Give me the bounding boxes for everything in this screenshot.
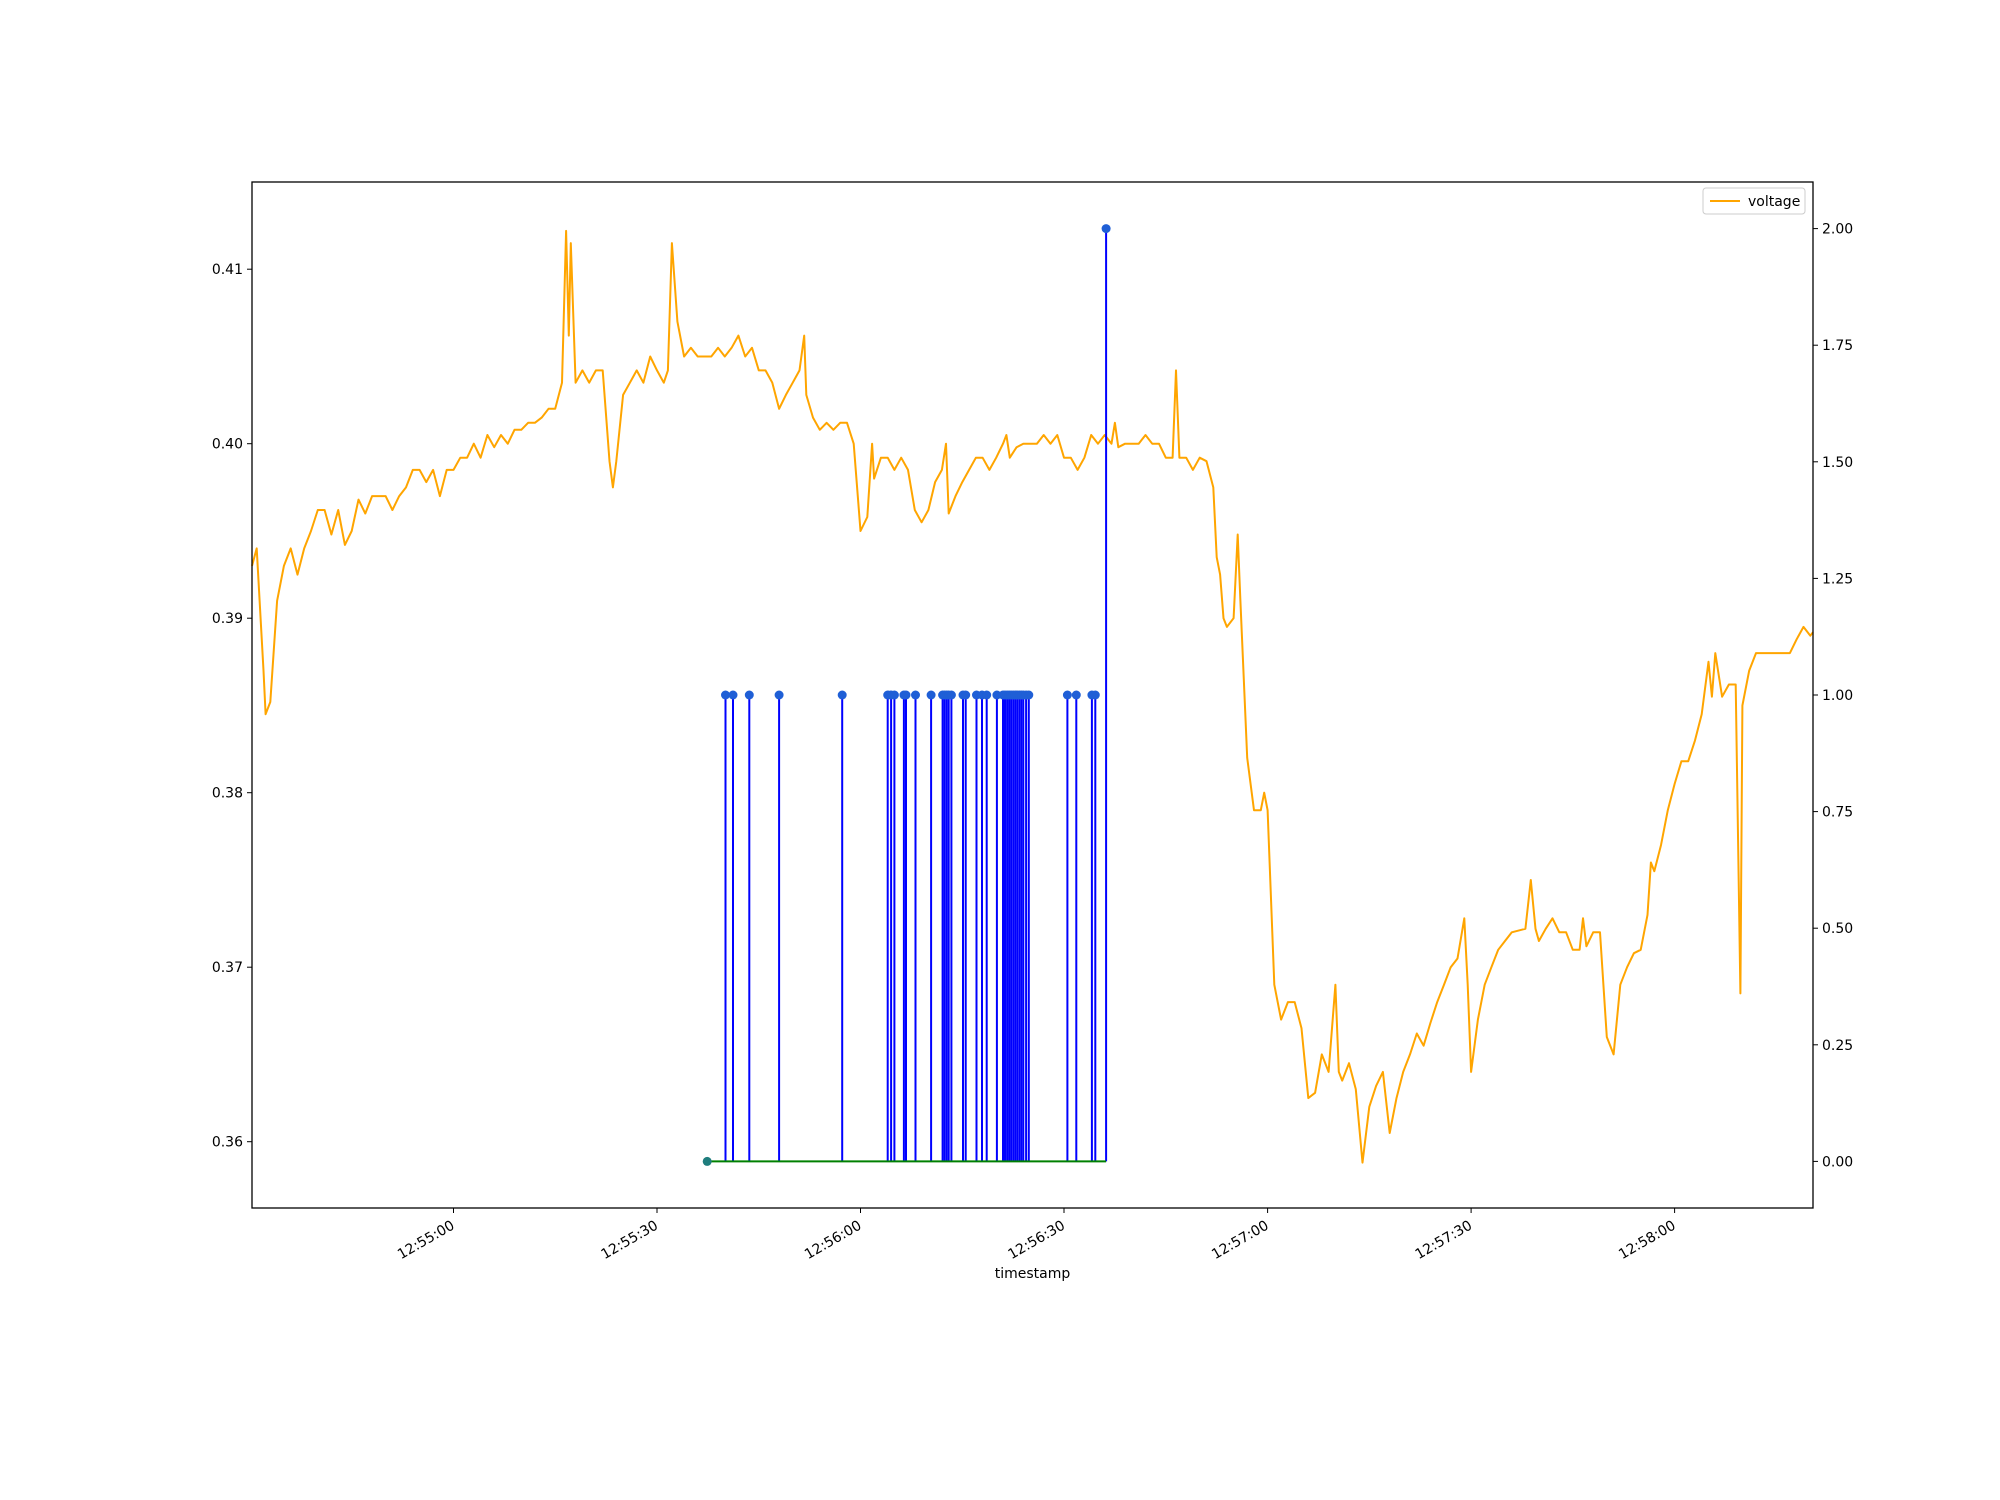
stem-marker — [911, 690, 920, 700]
right-y-tick-label: 0.25 — [1822, 1038, 1853, 1054]
stem-marker — [1062, 690, 1072, 700]
legend: voltage — [1702, 187, 1806, 215]
right-y-tick-label: 1.75 — [1822, 338, 1853, 354]
stem-marker — [837, 690, 847, 700]
axes-frame — [251, 181, 1814, 1209]
right-y-tick-label: 0.00 — [1822, 1154, 1853, 1170]
right-y-tick-label: 0.75 — [1822, 805, 1853, 821]
left-y-tick-label: 0.38 — [212, 786, 243, 802]
left-y-tick-label: 0.39 — [212, 611, 243, 627]
stem-marker — [1101, 224, 1111, 234]
legend-label-voltage: voltage — [1748, 194, 1800, 210]
stem-marker — [744, 690, 754, 700]
plot-area — [251, 224, 1814, 1166]
x-axis-label: timestamp — [995, 1266, 1071, 1282]
stem-marker — [1024, 690, 1034, 700]
stem-marker — [901, 690, 911, 700]
stem-marker — [961, 690, 971, 700]
left-y-tick-label: 0.41 — [212, 262, 243, 278]
legend-box — [1702, 187, 1806, 215]
stem-marker — [728, 690, 738, 700]
voltage-line — [251, 229, 1814, 1164]
stem-marker — [1090, 690, 1100, 700]
right-y-tick-label: 1.00 — [1822, 688, 1853, 704]
left-y-tick-label: 0.40 — [212, 437, 243, 453]
right-y-tick-label: 1.50 — [1822, 455, 1853, 471]
right-y-tick-label: 2.00 — [1822, 222, 1853, 238]
stem-marker — [889, 690, 899, 700]
stem-marker — [982, 690, 992, 700]
right-y-axis: 0.00 0.25 0.50 0.75 1.00 1.25 1.50 1.75 2.00 — [1813, 222, 1853, 1170]
stem-marker — [946, 690, 956, 700]
right-y-tick-label: 0.50 — [1822, 921, 1853, 937]
left-y-tick-label: 0.37 — [212, 960, 243, 976]
left-y-axis: 0.36 0.37 0.38 0.39 0.40 0.41 — [212, 262, 252, 1151]
baseline-start-marker — [702, 1156, 712, 1166]
stem-marker — [774, 690, 784, 700]
stem-marker — [721, 690, 730, 700]
stem-marker — [926, 690, 936, 700]
left-y-tick-label: 0.36 — [212, 1135, 243, 1151]
right-y-tick-label: 1.25 — [1822, 571, 1853, 587]
stem-marker — [1071, 690, 1081, 700]
